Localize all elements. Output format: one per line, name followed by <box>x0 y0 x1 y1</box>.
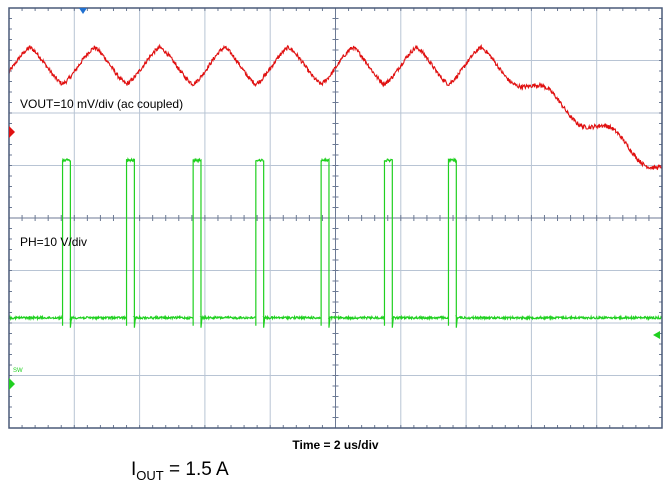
ph-switch-node-trace <box>8 156 663 328</box>
vout-ground-marker <box>9 126 15 138</box>
iout-symbol: I <box>131 459 137 480</box>
ph-scale-label: PH=10 V/div <box>20 235 87 249</box>
ph-trigger-level-marker <box>653 331 660 339</box>
iout-subscript: OUT <box>136 467 164 483</box>
oscilloscope-screen: VOUT=10 mV/div (ac coupled) PH=10 V/div … <box>8 7 663 429</box>
vout-scale-label: VOUT=10 mV/div (ac coupled) <box>20 97 183 111</box>
iout-value: = 1.5 A <box>163 459 229 480</box>
screen-frame <box>8 7 663 429</box>
sw-ground-marker-label: SW <box>13 368 23 374</box>
trigger-position-marker <box>79 8 87 14</box>
output-current-label: IOUT = 1.5 A <box>131 459 229 483</box>
vout-ripple-trace <box>8 43 663 171</box>
waveform-traces <box>8 43 663 328</box>
x-axis-label: Time = 2 us/div <box>292 438 379 452</box>
ph-ground-marker <box>9 378 15 390</box>
